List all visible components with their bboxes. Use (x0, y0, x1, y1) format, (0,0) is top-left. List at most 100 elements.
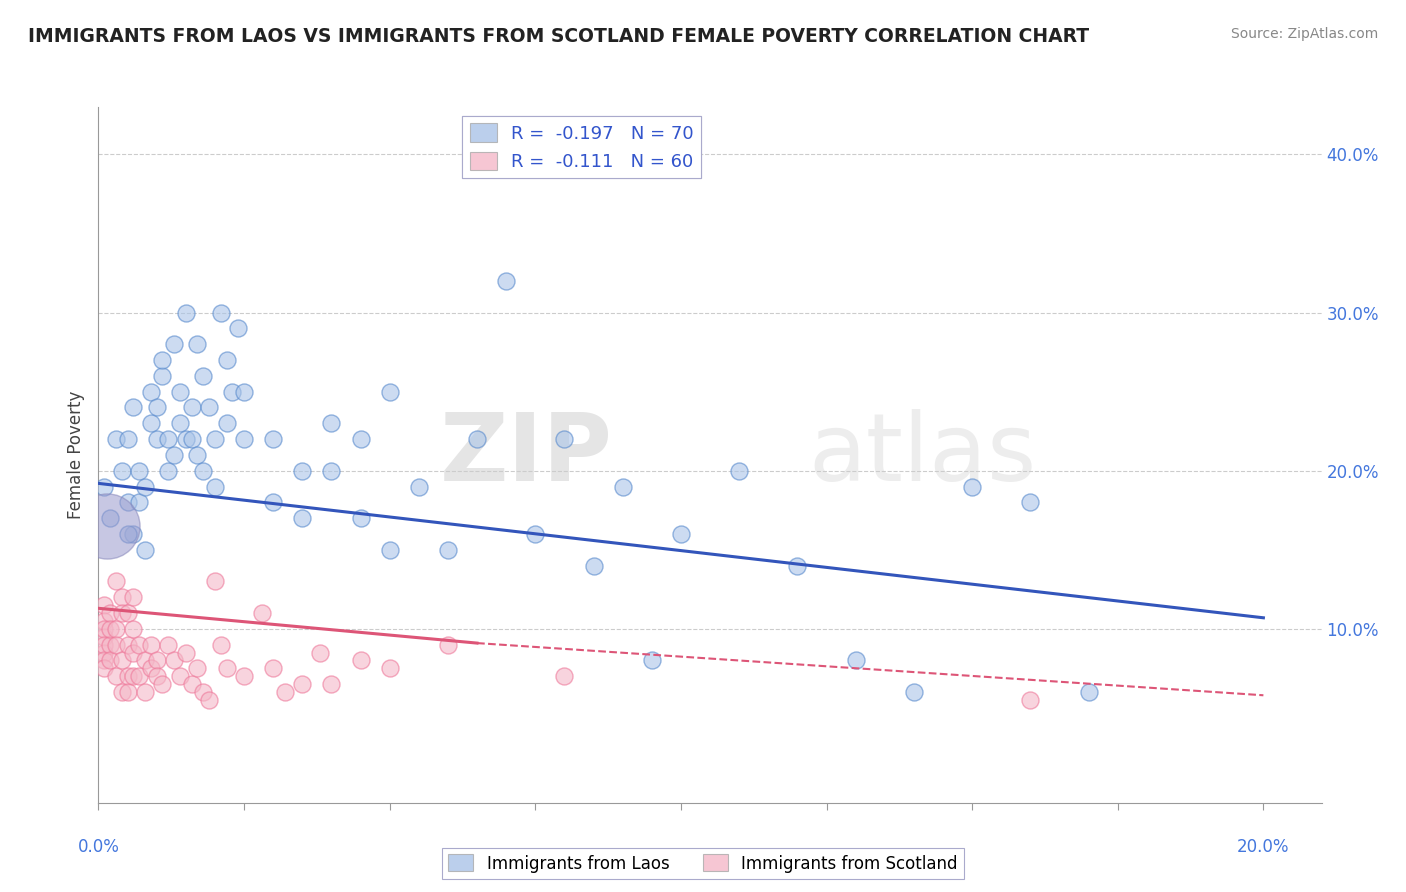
Point (93, 630, 115, 644)
Point (291, 511, 314, 525)
Point (93, 622, 115, 636)
Point (98, 653, 121, 667)
Point (1077, 685, 1099, 699)
Point (98, 622, 121, 636)
Point (786, 558, 808, 573)
Point (612, 479, 634, 493)
Point (122, 527, 145, 541)
Point (378, 661, 401, 675)
Point (117, 495, 139, 509)
Point (134, 479, 156, 493)
Point (98, 511, 121, 525)
Point (157, 638, 180, 652)
Point (111, 464, 134, 478)
Point (198, 693, 221, 707)
Point (117, 669, 139, 683)
Point (250, 606, 273, 620)
Point (169, 669, 191, 683)
Point (169, 384, 191, 399)
Point (122, 646, 145, 660)
Point (98, 606, 121, 620)
Point (117, 606, 139, 620)
Point (262, 432, 284, 446)
Point (122, 622, 145, 636)
Point (152, 353, 174, 368)
Point (378, 542, 401, 557)
Point (128, 669, 150, 683)
Point (145, 401, 167, 415)
Point (226, 321, 249, 335)
Point (903, 685, 925, 699)
Point (117, 432, 139, 446)
Point (204, 574, 226, 589)
Point (960, 479, 983, 493)
Point (274, 685, 297, 699)
Point (93, 614, 115, 628)
Point (198, 401, 221, 415)
Point (465, 432, 488, 446)
Point (291, 677, 314, 691)
Point (215, 661, 238, 675)
Legend: Immigrants from Laos, Immigrants from Scotland: Immigrants from Laos, Immigrants from Sc… (441, 847, 965, 880)
Point (163, 448, 186, 462)
Point (209, 638, 232, 652)
Point (139, 417, 162, 431)
Point (117, 638, 139, 652)
Point (163, 653, 186, 667)
Point (117, 685, 139, 699)
Point (104, 669, 127, 683)
Text: IMMIGRANTS FROM LAOS VS IMMIGRANTS FROM SCOTLAND FEMALE POVERTY CORRELATION CHAR: IMMIGRANTS FROM LAOS VS IMMIGRANTS FROM … (28, 27, 1090, 45)
Point (186, 448, 208, 462)
Point (122, 401, 145, 415)
Point (93, 646, 115, 660)
Point (174, 305, 197, 319)
Point (845, 653, 868, 667)
Point (145, 432, 167, 446)
Point (145, 653, 167, 667)
Point (1019, 693, 1042, 707)
Point (93, 479, 115, 493)
Point (145, 669, 167, 683)
Point (437, 638, 460, 652)
Point (152, 368, 174, 383)
Point (93, 638, 115, 652)
Point (117, 527, 139, 541)
Point (641, 653, 664, 667)
Point (157, 432, 180, 446)
Legend: R =  -0.197   N = 70, R =  -0.111   N = 60: R = -0.197 N = 70, R = -0.111 N = 60 (463, 116, 700, 178)
Point (524, 527, 547, 541)
Point (128, 638, 150, 652)
Point (233, 384, 256, 399)
Point (1019, 495, 1042, 509)
Point (186, 337, 208, 351)
Point (209, 305, 232, 319)
Point (233, 669, 256, 683)
Point (215, 353, 238, 368)
Point (139, 638, 162, 652)
Point (215, 417, 238, 431)
Point (553, 669, 575, 683)
Point (495, 274, 517, 288)
Point (180, 677, 202, 691)
Point (349, 432, 371, 446)
Point (128, 495, 150, 509)
Point (193, 685, 215, 699)
Point (93, 653, 115, 667)
Point (221, 384, 243, 399)
Text: ZIP: ZIP (439, 409, 612, 501)
Point (437, 542, 460, 557)
Point (349, 511, 371, 525)
Point (111, 685, 134, 699)
Point (349, 653, 371, 667)
Point (291, 464, 314, 478)
Point (104, 638, 127, 652)
Point (321, 417, 343, 431)
Point (104, 432, 127, 446)
Point (193, 464, 215, 478)
Text: atlas: atlas (808, 409, 1036, 501)
Point (408, 479, 430, 493)
Point (134, 685, 156, 699)
Point (111, 591, 134, 605)
Point (728, 464, 751, 478)
Text: Source: ZipAtlas.com: Source: ZipAtlas.com (1230, 27, 1378, 41)
